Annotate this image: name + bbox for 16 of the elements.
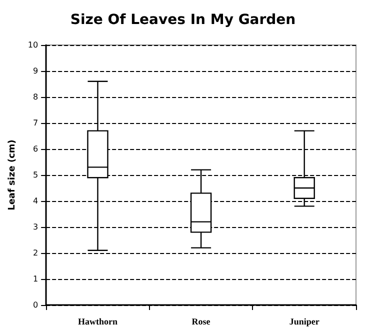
- x-tick-label: Hawthorn: [78, 316, 118, 326]
- x-tick-label: Juniper: [289, 316, 320, 326]
- y-axis-title: Leaf size (cm): [8, 140, 18, 210]
- y-tick-label: 8: [32, 92, 38, 102]
- y-tick-label: 4: [32, 196, 38, 206]
- y-tick-label: 1: [32, 274, 38, 284]
- y-tick-label: 9: [32, 66, 38, 76]
- y-tick-label: 10: [28, 40, 38, 50]
- y-tick-label: 5: [32, 170, 38, 180]
- chart-title: Size Of Leaves In My Garden: [70, 12, 296, 28]
- y-tick-label: 6: [32, 144, 38, 154]
- x-tick-label: Rose: [192, 316, 210, 326]
- y-tick-label: 7: [32, 118, 38, 128]
- y-tick-label: 0: [32, 300, 38, 310]
- y-tick-label: 2: [32, 248, 38, 258]
- y-tick-label: 3: [32, 222, 38, 232]
